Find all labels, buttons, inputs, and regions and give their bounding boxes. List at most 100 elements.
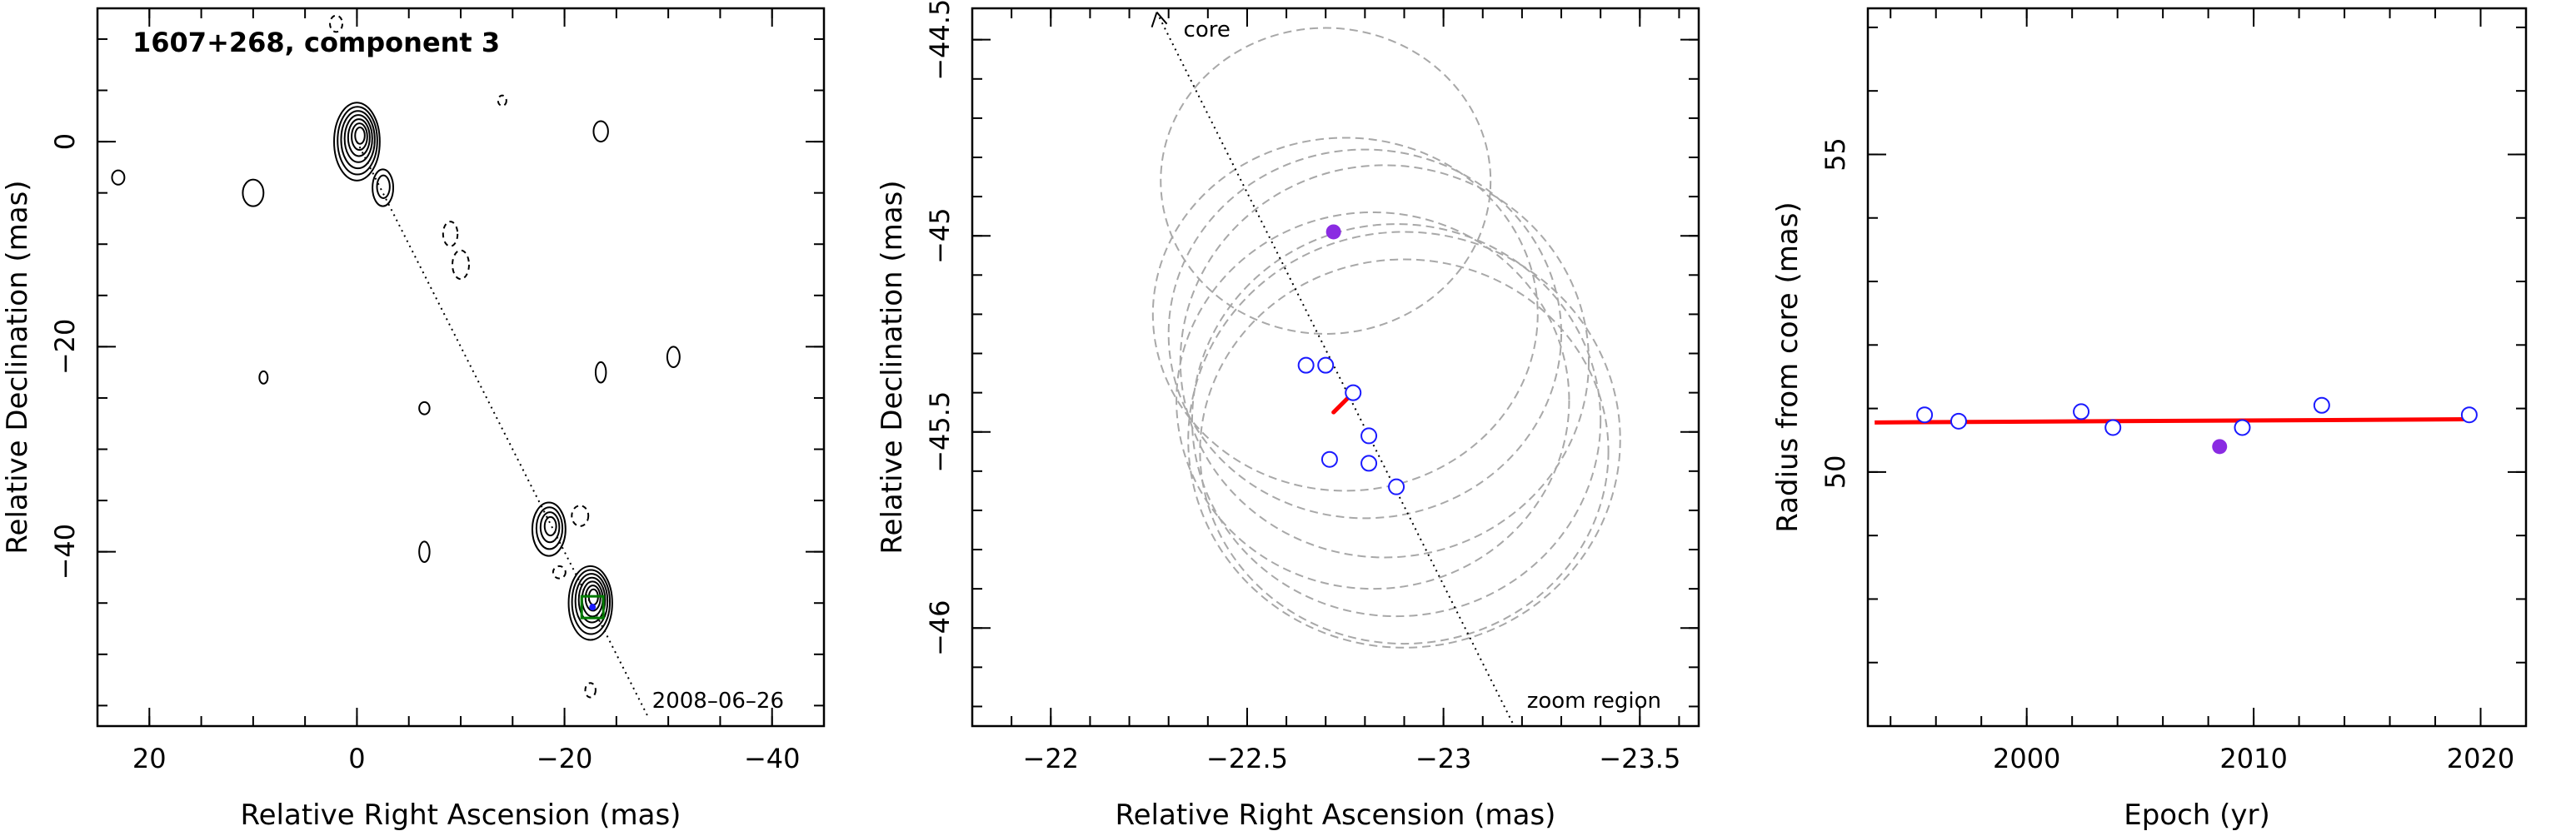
data-point	[1317, 356, 1335, 374]
y-tick-label: −44.5	[924, 0, 956, 81]
y-tick-label: −45.5	[924, 391, 956, 473]
x-axis-label: Epoch (yr)	[2124, 799, 2270, 832]
contour-level	[351, 122, 368, 152]
negative-contour	[497, 94, 507, 107]
x-tick-label: 0	[348, 743, 365, 774]
contour-level	[592, 120, 609, 143]
contour-level	[354, 127, 366, 145]
plot-frame	[1866, 7, 2528, 728]
contour-level	[111, 169, 126, 186]
y-axis-label: Radius from core (mas)	[1771, 202, 1805, 532]
x-tick-label: −23.5	[1599, 743, 1680, 774]
x-tick-label: 20	[132, 743, 167, 774]
negative-contour	[329, 14, 343, 33]
x-tick-label: −20	[537, 743, 593, 774]
data-point	[1297, 356, 1315, 374]
negative-contour	[452, 249, 470, 281]
fit-line	[1875, 417, 2468, 425]
data-point	[1388, 478, 1405, 495]
contour-level	[242, 178, 265, 207]
panel-zoom-scatter: −22 −22.5 −23 −23.5 −44.5 −45 −45.5 −46 Relative…	[876, 0, 1700, 832]
data-point	[2460, 406, 2478, 424]
contour-level	[258, 370, 269, 385]
contour-level	[571, 569, 612, 635]
contour-level	[347, 118, 371, 157]
plot-frame	[971, 7, 1700, 728]
contour-level	[418, 540, 431, 563]
y-tick-label: −46	[924, 600, 956, 656]
beam-ellipse	[1167, 148, 1563, 520]
component-marker	[589, 604, 597, 611]
trajectory-line	[356, 141, 649, 717]
data-point	[1360, 455, 1378, 472]
contour-level	[333, 102, 381, 182]
zoom-region-box	[580, 595, 605, 620]
y-tick-label: −40	[49, 524, 81, 580]
panel-radius-epoch: 2000 2010 2020 50 55 Epoch (yr) Radius from co…	[1771, 7, 2528, 832]
contour-level	[577, 576, 607, 624]
contour-level	[543, 515, 557, 537]
x-tick-label: −40	[744, 743, 801, 774]
beam-ellipse	[1176, 211, 1570, 590]
x-tick-label: −23	[1415, 743, 1472, 774]
contour-level	[539, 511, 561, 544]
negative-contour	[571, 505, 590, 527]
contour-level	[340, 110, 376, 170]
x-tick-label: −22.5	[1206, 743, 1288, 774]
y-tick-label: −45	[924, 207, 956, 264]
contour-level	[337, 106, 378, 176]
data-point	[2104, 419, 2122, 436]
contour-level	[535, 506, 564, 550]
trajectory-line	[1156, 12, 1515, 726]
contour-level	[567, 565, 613, 641]
data-point	[1916, 406, 1934, 424]
contour-level	[343, 114, 373, 163]
contour-level	[594, 361, 607, 384]
data-point	[2073, 403, 2090, 420]
contour-level	[666, 346, 681, 368]
x-tick-label: 2020	[2447, 743, 2514, 774]
highlighted-data-point	[1325, 224, 1341, 240]
core-label: core	[1184, 17, 1231, 42]
x-tick-label: 2000	[1993, 743, 2060, 774]
highlighted-data-point	[2212, 439, 2228, 455]
negative-contour	[552, 565, 567, 580]
zoom-region-label: zoom region	[1527, 689, 1661, 714]
x-axis-label: Relative Right Ascension (mas)	[1116, 799, 1556, 832]
contour-level	[584, 585, 602, 612]
data-point	[1360, 427, 1378, 445]
beam-ellipse	[1199, 258, 1610, 645]
beam-ellipse	[1160, 27, 1492, 335]
epoch-label: 2008–06–26	[652, 689, 784, 714]
negative-contour	[584, 682, 597, 699]
contour-level	[418, 401, 431, 416]
y-tick-label: 50	[1820, 455, 1851, 490]
data-point	[1949, 412, 1967, 430]
data-point	[2234, 419, 2251, 436]
y-axis-label: Relative Declination (mas)	[1, 180, 34, 554]
beam-ellipse	[1179, 164, 1590, 559]
core-direction-arrow	[1151, 12, 1168, 28]
y-tick-label: −20	[49, 319, 81, 376]
data-point	[1345, 384, 1362, 401]
contour-level	[376, 174, 391, 199]
data-point	[2313, 396, 2330, 414]
contour-level	[531, 501, 567, 557]
contour-level	[574, 573, 609, 629]
beam-ellipse	[1151, 137, 1539, 492]
x-tick-label: 2010	[2219, 743, 2287, 774]
x-tick-label: −22	[1023, 743, 1080, 774]
beam-ellipse	[1187, 231, 1621, 649]
data-point	[1320, 450, 1338, 468]
y-tick-label: 55	[1820, 137, 1851, 172]
contour-layer	[111, 14, 681, 717]
panel-contour-map: 20 0 −20 −40 0 −20 −40 Relative Right Ascension…	[1, 7, 826, 832]
y-tick-label: 0	[49, 133, 81, 150]
contour-level	[372, 168, 395, 207]
chart-title: 1607+268, component 3	[132, 27, 500, 58]
scatter-layer	[1151, 12, 1621, 726]
y-axis-label: Relative Declination (mas)	[876, 180, 909, 554]
x-axis-label: Relative Right Ascension (mas)	[241, 799, 681, 832]
plot-frame	[96, 7, 826, 728]
